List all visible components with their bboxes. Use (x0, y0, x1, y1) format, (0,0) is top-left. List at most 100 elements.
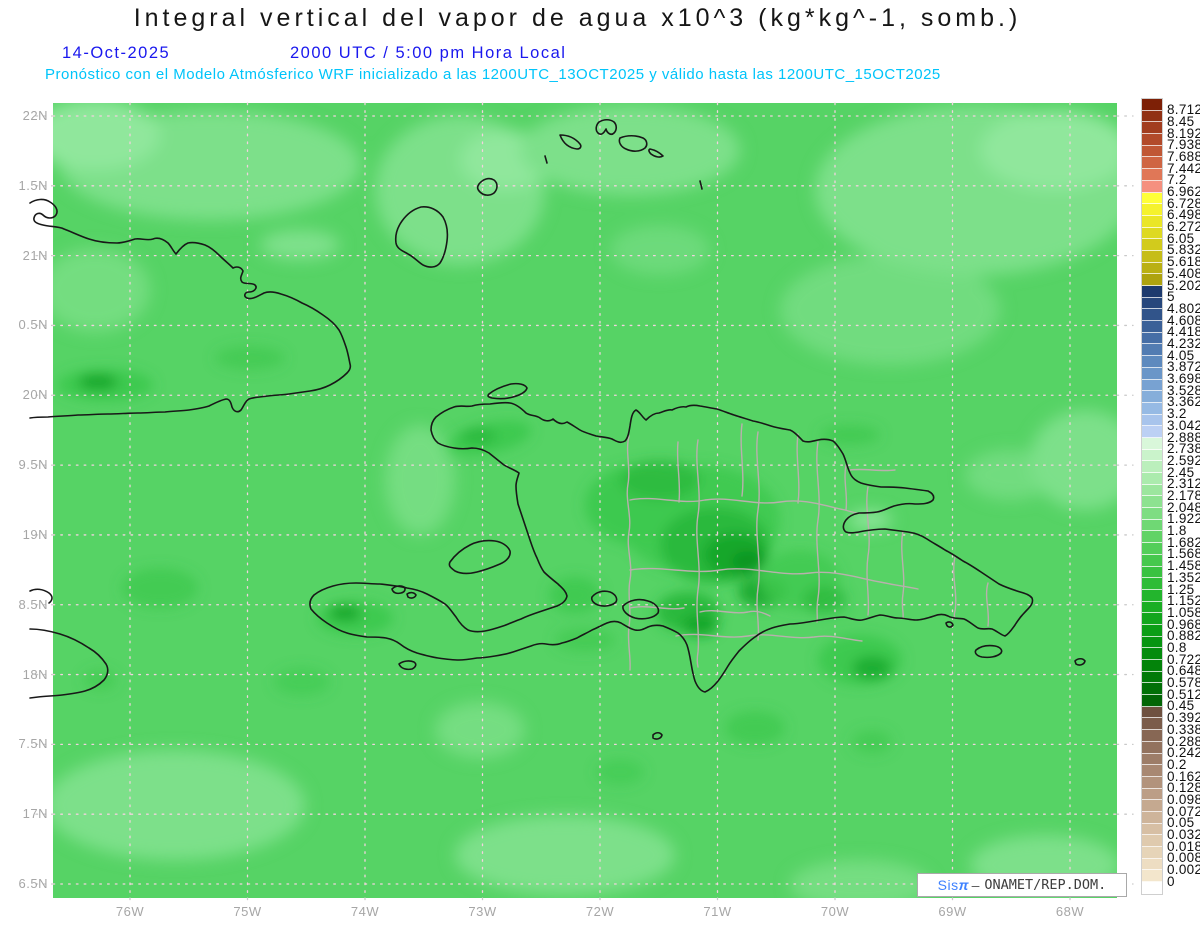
caicos-island-3 (618, 134, 648, 152)
pi-symbol: π (958, 877, 969, 893)
vapor-shading-field (53, 103, 1117, 898)
colorbar-tick-label: 0.8 (1167, 639, 1187, 655)
lat-tick-label: 7.5N (18, 736, 48, 752)
jamaica-coastline (29, 628, 109, 699)
colorbar-tick-label: 3.362 (1167, 394, 1200, 410)
colorbar-cell (1142, 262, 1162, 275)
beata-island (652, 731, 663, 740)
colorbar-tick-label: 7.938 (1167, 137, 1200, 153)
colorbar-cell (1142, 624, 1162, 637)
colorbar-tick-label: 3.872 (1167, 359, 1200, 375)
lake-enriquillo (622, 598, 660, 620)
colorbar-tick-label: 1.922 (1167, 511, 1200, 527)
colorbar-cell (1142, 297, 1162, 310)
colorbar-tick-label: 0.722 (1167, 651, 1200, 667)
province-borders (626, 423, 990, 671)
colorbar-cell (1142, 835, 1162, 847)
colorbar-tick-label: 0.072 (1167, 803, 1200, 819)
colorbar-cell (1142, 706, 1162, 719)
mona-island (1074, 657, 1086, 666)
colorbar-tick-label: 5.408 (1167, 265, 1200, 281)
colorbar-cell (1142, 519, 1162, 532)
lon-tick-label: 72W (585, 904, 615, 919)
colorbar-tick-label: 0.128 (1167, 780, 1200, 796)
colorbar-tick-label: 0.098 (1167, 791, 1200, 807)
sispi-onamet-watermark: Sis π – ONAMET/REP.DOM. (917, 873, 1127, 897)
colorbar-tick-label: 6.05 (1167, 230, 1195, 246)
colorbar-cell (1142, 169, 1162, 181)
colorbar-cell (1142, 776, 1162, 789)
caicos-island-2 (595, 118, 618, 136)
forecast-date: 14-Oct-2025 (62, 44, 171, 62)
lon-tick-label: 71W (703, 904, 732, 919)
colorbar-tick-label: 3.698 (1167, 371, 1200, 387)
colorbar-cell (1142, 484, 1162, 497)
colorbar-cell (1142, 110, 1162, 123)
colorbar-cell (1142, 508, 1162, 520)
colorbar-tick-label: 1.058 (1167, 604, 1200, 620)
colorbar-tick-label: 6.728 (1167, 195, 1200, 211)
colorbar-tick-label: 2.312 (1167, 476, 1200, 492)
colorbar-cell (1142, 157, 1162, 170)
colorbar-tick-label: 7.442 (1167, 160, 1200, 176)
colorbar-tick-label: 3.528 (1167, 382, 1200, 398)
colorbar-cell (1142, 496, 1162, 509)
lat-tick-label: 6.5N (18, 876, 48, 892)
lat-tick-label: 19N (22, 526, 48, 542)
colorbar-tick-label: 4.608 (1167, 312, 1200, 328)
colorbar-cell (1142, 286, 1162, 298)
forecast-time: 2000 UTC / 5:00 pm Hora Local (290, 44, 567, 62)
lat-tick-label: 21N (22, 247, 48, 263)
colorbar-tick-label: 4.418 (1167, 324, 1200, 340)
colorbar-cell (1142, 180, 1162, 193)
colorbar-cell (1142, 613, 1162, 625)
colorbar-cell (1142, 578, 1162, 590)
colorbar-tick-label: 3.042 (1167, 417, 1200, 433)
colorbar-cell (1142, 473, 1162, 485)
colorbar-tick-label: 0.968 (1167, 616, 1200, 632)
colorbar-tick-label: 0.032 (1167, 827, 1200, 843)
colorbar-tick-label: 0.45 (1167, 698, 1195, 714)
colorbar-cell (1142, 321, 1162, 333)
colorbar-cell (1142, 192, 1162, 205)
colorbar-cell (1142, 765, 1162, 777)
colorbar-tick-label: 3.2 (1167, 406, 1187, 422)
colorbar-scale (1141, 98, 1163, 895)
colorbar-cell (1142, 589, 1162, 602)
lon-tick-label: 70W (820, 904, 850, 919)
colorbar-tick-label: 0 (1167, 873, 1175, 889)
colorbar-cell (1142, 437, 1162, 450)
colorbar-tick-label: 0.392 (1167, 710, 1200, 726)
tortuga-island (487, 382, 528, 400)
datetime-row: 14-Oct-2025 2000 UTC / 5:00 pm Hora Loca… (0, 44, 1200, 64)
colorbar-cell (1142, 461, 1162, 473)
colorbar-tick-label: 1.152 (1167, 593, 1200, 609)
colorbar-cell (1142, 695, 1162, 707)
colorbar-cell (1142, 636, 1162, 649)
colorbar-cell (1142, 379, 1162, 392)
colorbar-tick-label: 4.232 (1167, 336, 1200, 351)
lat-tick-label: 17N (22, 806, 48, 822)
lake-saumatre (590, 590, 618, 607)
cuba-coastline (29, 198, 352, 419)
colorbar-tick-label: 0.242 (1167, 745, 1200, 761)
colorbar-tick-label: 8.192 (1167, 125, 1200, 141)
colorbar-cell (1142, 858, 1162, 871)
colorbar-tick-label: 7.688 (1167, 148, 1200, 164)
colorbar-cell (1142, 823, 1162, 836)
colorbar-tick-label: 2.178 (1167, 488, 1200, 503)
caicos-island-1 (559, 134, 582, 150)
hispaniola-coastline (309, 401, 1034, 693)
colorbar-tick-label: 4.05 (1167, 347, 1195, 363)
colorbar-tick-label: 8.45 (1167, 113, 1195, 129)
colorbar-cell (1142, 788, 1162, 801)
watermark-dash: – (971, 877, 980, 893)
colorbar-cell (1142, 367, 1162, 380)
colorbar-tick-label: 0.882 (1167, 628, 1200, 644)
colorbar-cell (1142, 274, 1162, 286)
colorbar-tick-label: 2.888 (1167, 429, 1200, 445)
colorbar-cell (1142, 204, 1162, 216)
colorbar-tick-label: 7.2 (1167, 172, 1187, 188)
colorbar-cell (1142, 847, 1162, 859)
colorbar-tick-label: 2.738 (1167, 441, 1200, 457)
